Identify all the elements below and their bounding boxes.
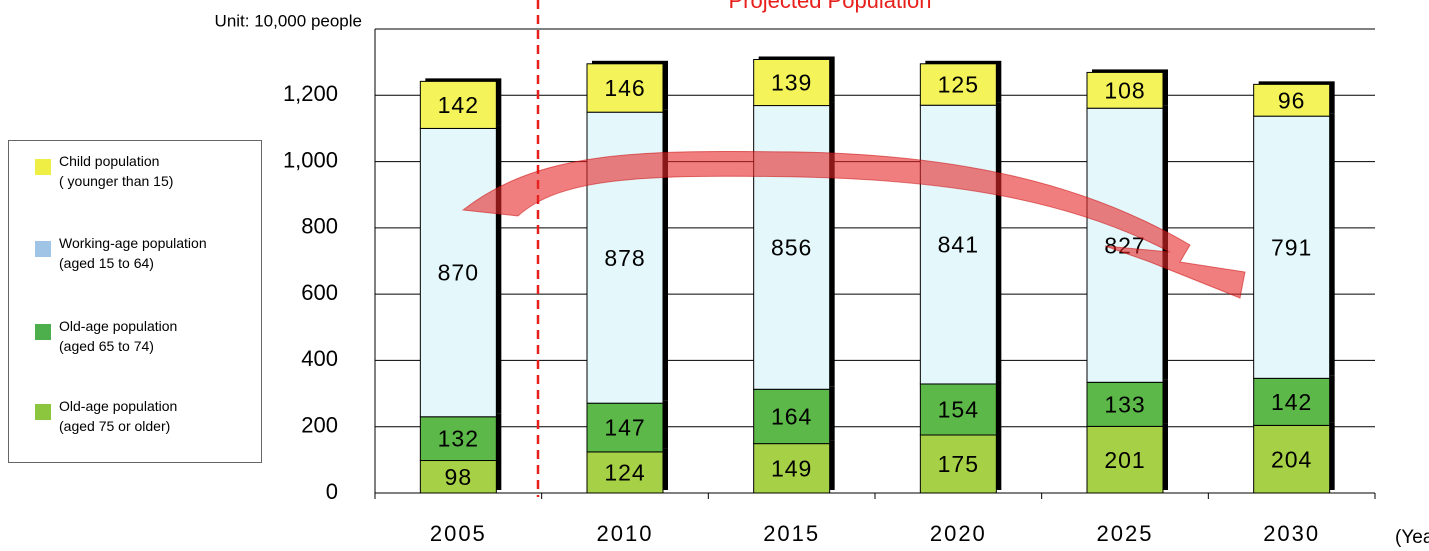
- legend-label: Old-age population (aged 65 to 74): [59, 318, 177, 354]
- data-label: 870: [438, 260, 479, 286]
- y-tick-label: 1,200: [283, 81, 338, 106]
- y-axis-label: Unit: 10,000 people: [215, 11, 362, 30]
- x-tick-label: 2015: [763, 521, 820, 546]
- page: Projected Population Unit: 10,000 people…: [0, 0, 1429, 551]
- data-label: 132: [438, 426, 479, 452]
- data-label: 108: [1104, 77, 1145, 103]
- y-tick-label: 0: [326, 479, 338, 504]
- data-label: 175: [938, 451, 979, 477]
- data-label: 164: [771, 404, 812, 430]
- x-tick-label: 2025: [1097, 521, 1154, 546]
- data-label: 878: [604, 245, 645, 271]
- x-tick-label: 2005: [430, 521, 487, 546]
- y-tick-label: 400: [301, 346, 338, 371]
- data-label: 856: [771, 234, 812, 260]
- data-label: 142: [438, 92, 479, 118]
- data-label: 142: [1271, 389, 1312, 415]
- annotation: Projected Population: [728, 0, 931, 13]
- x-tick-label: 2020: [930, 521, 987, 546]
- data-label: 139: [771, 70, 812, 96]
- data-label: 96: [1278, 87, 1306, 113]
- legend-entry: Old-age population (aged 65 to 74): [59, 316, 177, 356]
- legend-swatch: [35, 159, 51, 175]
- y-tick-label: 200: [301, 413, 338, 438]
- data-label: 204: [1271, 446, 1312, 472]
- data-label: 133: [1104, 391, 1145, 417]
- legend: Child population ( younger than 15) Worki…: [8, 140, 262, 463]
- y-tick-label: 600: [301, 280, 338, 305]
- data-label: 146: [604, 75, 645, 101]
- data-label: 201: [1104, 447, 1145, 473]
- legend-entry: Old-age population (aged 75 or older): [59, 396, 177, 436]
- legend-swatch: [35, 324, 51, 340]
- data-label: 124: [604, 460, 645, 486]
- data-label: 125: [938, 72, 979, 98]
- legend-swatch: [35, 404, 51, 420]
- legend-label: Child population ( younger than 15): [59, 153, 173, 189]
- data-label: 791: [1271, 234, 1312, 260]
- y-tick-label: 1,000: [283, 147, 338, 172]
- x-tick-label: 2010: [597, 521, 654, 546]
- legend-swatch: [35, 241, 51, 257]
- legend-label: Working-age population (aged 15 to 64): [59, 235, 207, 271]
- data-label: 98: [445, 464, 473, 490]
- legend-entry: Working-age population (aged 15 to 64): [59, 233, 207, 273]
- data-label: 841: [938, 232, 979, 258]
- legend-entry: Child population ( younger than 15): [59, 151, 173, 191]
- x-tick-label: 2030: [1263, 521, 1320, 546]
- x-axis-label: (Year): [1395, 527, 1429, 548]
- y-tick-label: 800: [301, 214, 338, 239]
- data-label: 147: [604, 415, 645, 441]
- data-label: 154: [938, 397, 979, 423]
- legend-label: Old-age population (aged 75 or older): [59, 398, 177, 434]
- data-label: 149: [771, 455, 812, 481]
